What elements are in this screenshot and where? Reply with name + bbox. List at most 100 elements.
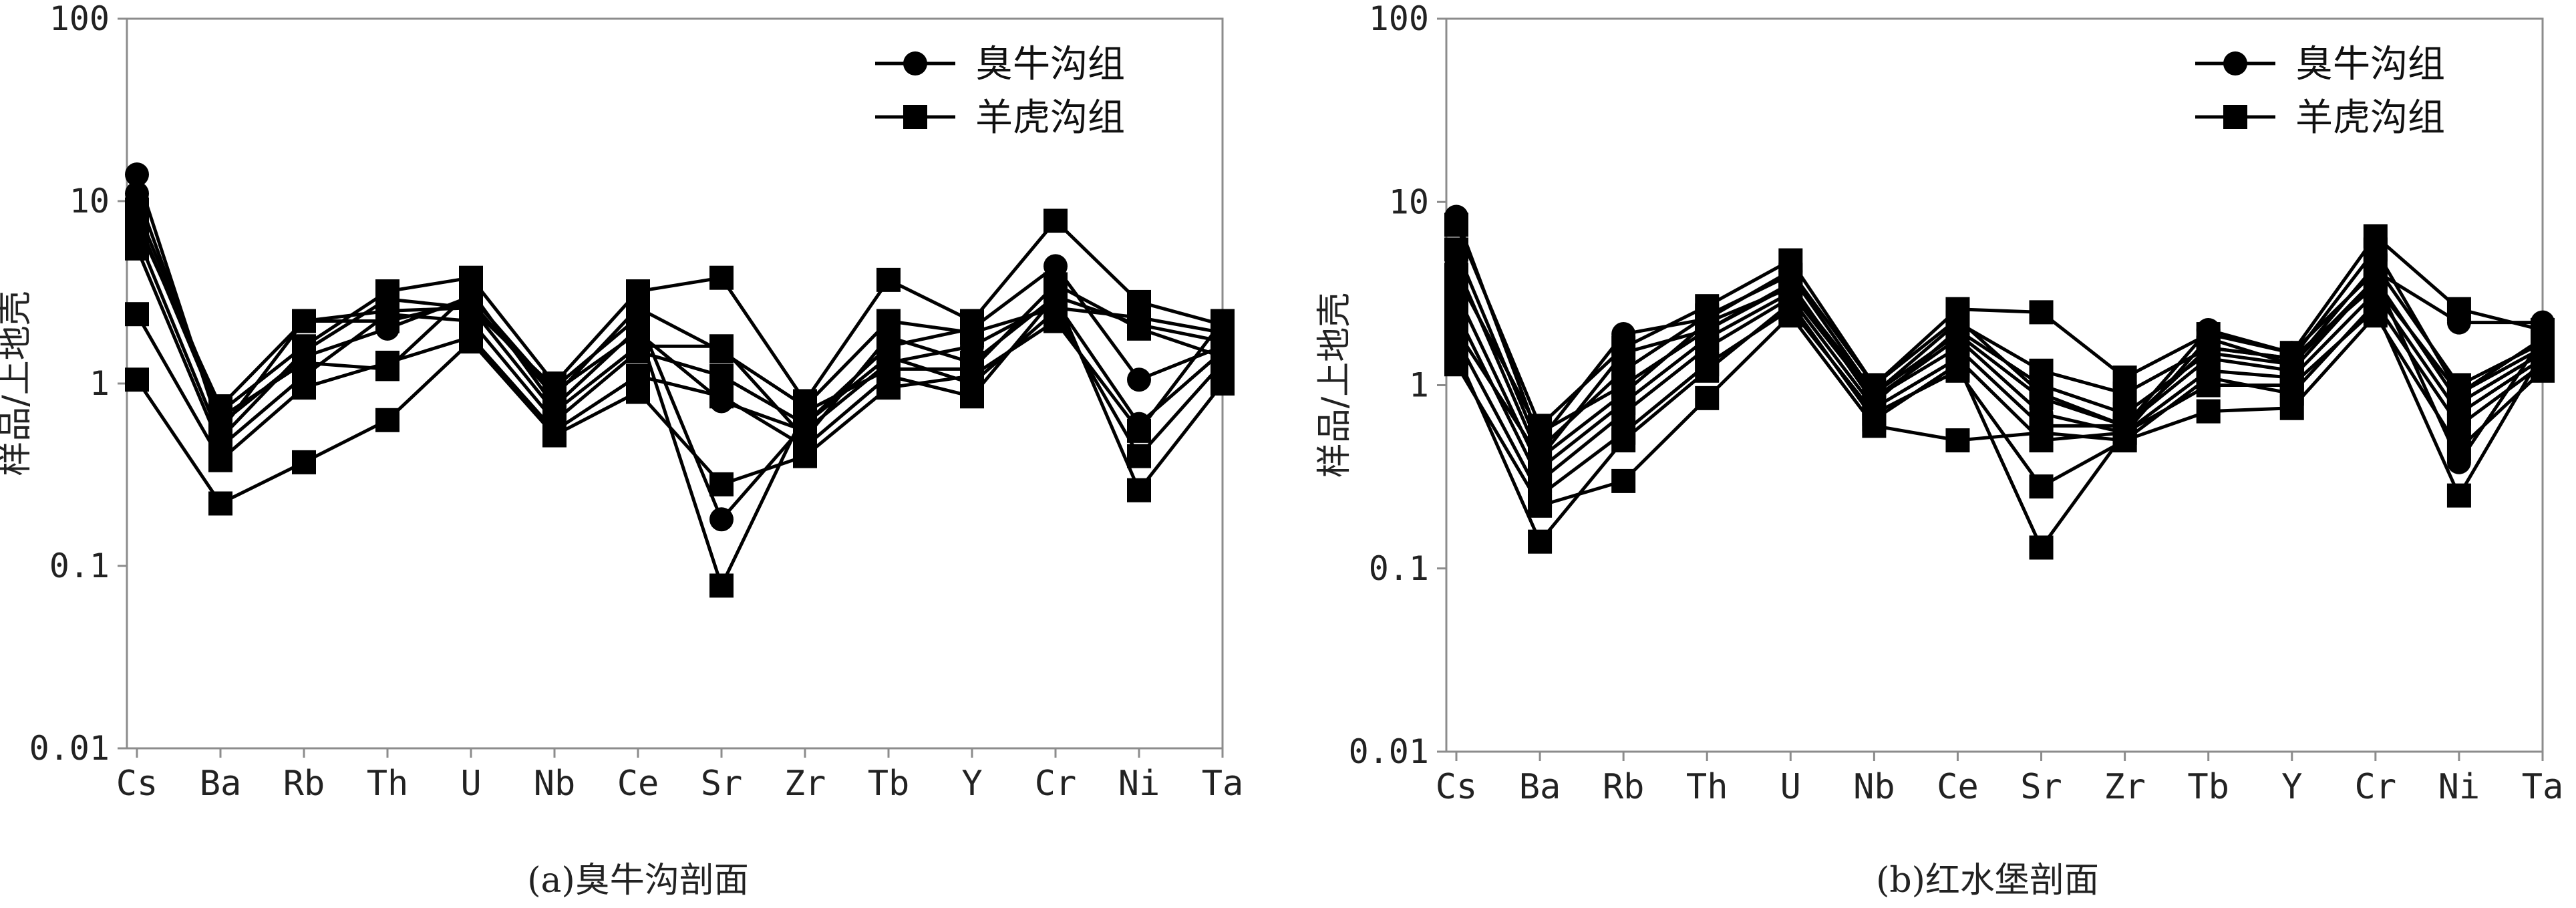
- series-line: [135, 235, 1223, 440]
- data-point-square-marker: [1528, 493, 1553, 518]
- data-point-square-marker: [1528, 420, 1553, 445]
- x-tick-label-ni: Ni: [1118, 764, 1160, 804]
- data-point-square-marker: [709, 334, 734, 359]
- data-point-square-marker: [1862, 382, 1887, 406]
- series-line: [1454, 263, 2544, 435]
- series-line: [135, 208, 1223, 414]
- series-11: [1444, 273, 2555, 470]
- data-point-square-marker: [2279, 373, 2304, 398]
- data-point-square-marker: [2029, 535, 2054, 560]
- data-point-square-marker: [1695, 358, 1720, 383]
- x-tick-label-cs: Cs: [1436, 767, 1478, 807]
- x-tick-label-th: Th: [1686, 767, 1728, 807]
- data-point-square-marker: [1127, 478, 1151, 502]
- chart-caption: (b)红水堡剖面: [1876, 861, 2099, 901]
- data-point-square-marker: [375, 357, 399, 382]
- data-point-square-marker: [1945, 428, 1970, 453]
- x-tick-label-ce: Ce: [617, 764, 659, 804]
- x-tick-label-rb: Rb: [1603, 767, 1645, 807]
- data-point-square-marker: [960, 384, 984, 409]
- y-tick-label: 0.01: [1349, 732, 1429, 771]
- data-point-square-marker: [1611, 468, 1636, 493]
- x-tick-label-u: U: [460, 764, 481, 804]
- chart-b: 0.01 0.1 1 10 100 Cs Ba Rb Th U Nb Ce Sr Zr Tb Y Cr Ni Ta 样…: [1315, 0, 2563, 901]
- y-tick-label: 10: [1389, 182, 1429, 221]
- legend-label-1: 臭牛沟组: [2295, 43, 2445, 86]
- data-point-square-marker: [1127, 444, 1151, 468]
- data-point-square-marker: [2112, 414, 2137, 438]
- data-point-circle-marker: [1127, 367, 1151, 392]
- data-point-circle-marker: [709, 507, 734, 532]
- x-tick-label-y: Y: [961, 764, 982, 804]
- data-point-square-marker: [1528, 529, 1553, 554]
- data-point-square-marker: [709, 573, 734, 598]
- data-point-square-marker: [1444, 237, 1468, 262]
- data-point-square-marker: [1778, 275, 1803, 300]
- series-6: [125, 236, 1235, 468]
- x-tick-label-rb: Rb: [283, 764, 325, 804]
- data-point-square-marker: [2279, 396, 2304, 420]
- data-point-square-marker: [2196, 373, 2221, 398]
- data-point-square-marker: [1444, 317, 1468, 342]
- x-tick-label-nb: Nb: [534, 764, 576, 804]
- data-point-square-marker: [542, 394, 567, 419]
- series-line: [1454, 283, 2544, 460]
- data-point-square-marker: [1862, 407, 1887, 432]
- data-point-square-marker: [125, 367, 149, 392]
- series-1: [1444, 204, 2555, 453]
- y-axis-title: 样品/上地壳: [0, 291, 35, 476]
- data-point-square-marker: [960, 357, 984, 382]
- series-9: [1444, 303, 2555, 518]
- data-point-square-marker: [1211, 345, 1235, 369]
- data-point-square-marker: [2363, 297, 2388, 321]
- x-tick-label-zr: Zr: [784, 764, 826, 804]
- data-point-square-marker: [2446, 483, 2471, 508]
- data-point-square-marker: [876, 267, 901, 292]
- data-point-square-marker: [709, 472, 734, 496]
- y-tick-label: 0.01: [29, 729, 110, 768]
- data-point-square-marker: [542, 423, 567, 448]
- data-point-square-marker: [626, 295, 650, 320]
- x-tick-label-ce: Ce: [1937, 767, 1979, 807]
- x-tick-label-u: U: [1780, 767, 1801, 807]
- legend-circle-marker: [903, 51, 927, 75]
- x-tick-label-cr: Cr: [1035, 764, 1077, 804]
- x-tick-label-ta: Ta: [2522, 767, 2564, 807]
- y-tick-label: 1: [90, 364, 110, 403]
- data-point-square-marker: [2363, 273, 2388, 298]
- y-axis-title: 样品/上地壳: [1315, 293, 1355, 478]
- series-9: [125, 206, 1235, 598]
- series-line: [135, 218, 1223, 587]
- data-point-square-marker: [1611, 382, 1636, 406]
- x-tick-label-sr: Sr: [2020, 767, 2062, 807]
- legend-square-marker: [903, 105, 927, 129]
- data-point-square-marker: [2196, 335, 2221, 360]
- y-tick-label: 10: [69, 182, 110, 220]
- series-line: [135, 174, 1223, 521]
- data-point-square-marker: [793, 444, 817, 468]
- legend-circle-marker: [2223, 51, 2247, 75]
- chart-a: 0.01 0.1 1 10 100 Cs Ba Rb Th U Nb Ce Sr Zr Tb Y Cr Ni Ta 样…: [0, 0, 1243, 901]
- data-point-square-marker: [1211, 309, 1235, 333]
- y-tick-label: 1: [1409, 366, 1429, 405]
- data-point-square-marker: [1695, 386, 1720, 410]
- data-point-square-marker: [626, 316, 650, 341]
- legend-label-1: 臭牛沟组: [975, 43, 1125, 86]
- data-point-square-marker: [1127, 418, 1151, 443]
- data-point-square-marker: [2029, 300, 2054, 325]
- data-point-square-marker: [1127, 316, 1151, 341]
- data-point-circle-marker: [1043, 254, 1068, 279]
- data-point-square-marker: [1043, 208, 1068, 233]
- series-line: [135, 295, 1224, 492]
- data-point-square-marker: [208, 448, 232, 472]
- y-tick-label: 0.1: [49, 547, 110, 585]
- series-line: [1454, 224, 2543, 428]
- y-tick-label: 100: [1369, 0, 1429, 38]
- data-point-square-marker: [208, 406, 232, 430]
- series-line: [1454, 277, 2544, 471]
- series-line: [1454, 247, 2544, 451]
- data-point-square-marker: [793, 400, 817, 424]
- legend-label-2: 羊虎沟组: [975, 96, 1125, 140]
